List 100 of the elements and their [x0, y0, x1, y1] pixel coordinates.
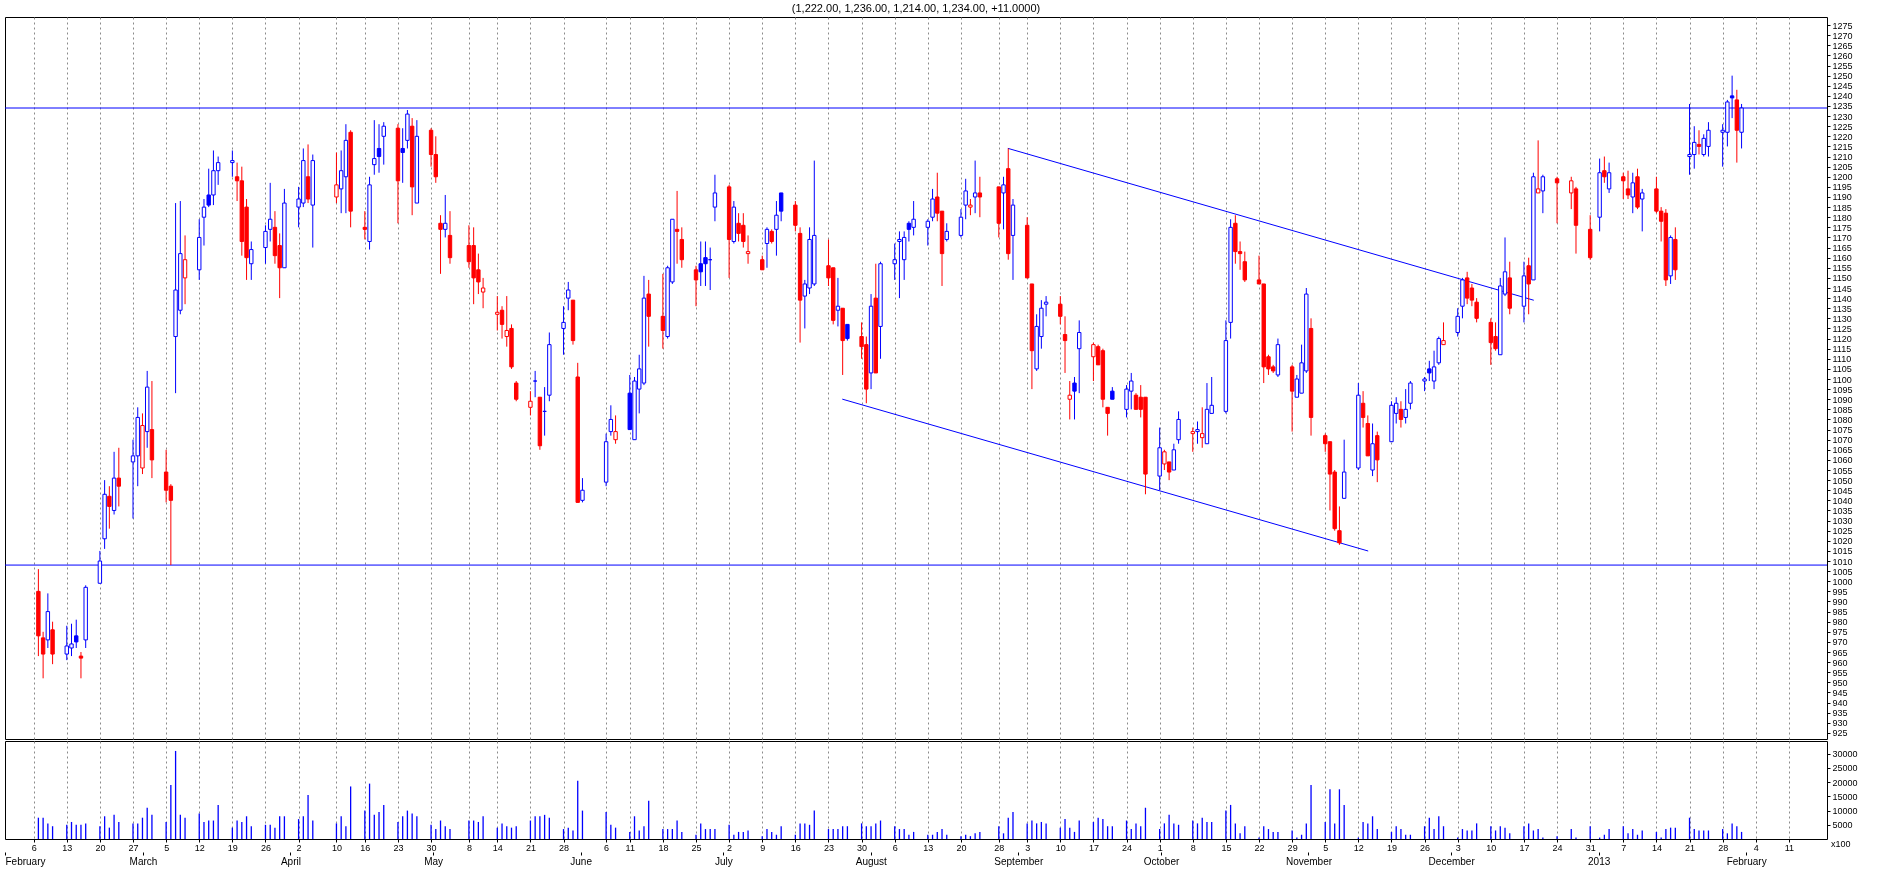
y-tick-label: 1005 [1832, 566, 1853, 577]
candlestick [660, 273, 666, 350]
y-tick-label: 1040 [1832, 495, 1853, 506]
candlestick [74, 619, 79, 649]
candlestick [958, 208, 964, 238]
x-tick-label: 13 [923, 842, 934, 853]
y-tick-label: 965 [1832, 647, 1848, 658]
x-tick-label: 11 [625, 842, 635, 853]
y-tick-label: 1190 [1832, 192, 1852, 203]
candlestick [1488, 317, 1494, 366]
x-tick-label: 12 [1353, 842, 1364, 853]
candlestick [1640, 188, 1645, 232]
candlestick [774, 200, 779, 257]
y-tick-label: 1250 [1832, 71, 1853, 82]
y-tick-label: 935 [1832, 708, 1848, 719]
x-tick-label: 11 [1784, 842, 1795, 853]
x-tick-label: 4 [1753, 842, 1759, 853]
x-tick-label: 23 [393, 842, 404, 853]
x-tick-label: 22 [1254, 842, 1265, 853]
x-tick-label: 5 [164, 842, 170, 853]
candlestick [1067, 380, 1072, 420]
candlestick [566, 281, 571, 311]
x2-tick-label: February [5, 855, 46, 867]
x-tick-label: 18 [658, 842, 669, 853]
x2-tick-label: August [855, 855, 888, 867]
x2-tick-label: 2013 [1588, 855, 1611, 867]
y-tick-label: 1265 [1832, 40, 1853, 51]
x-tick-label: 24 [1122, 842, 1133, 853]
x-tick-label: 10 [331, 842, 342, 853]
candlestick [608, 404, 614, 437]
candlestick [1403, 388, 1408, 424]
y-tick-label: 1225 [1832, 121, 1853, 132]
x-tick-label: 23 [823, 842, 834, 853]
y-tick-label: 1205 [1832, 162, 1853, 173]
candlestick [107, 485, 112, 530]
candlestick [925, 218, 931, 247]
x-tick-label: 5 [1323, 842, 1329, 853]
x-tick-label: 8 [1190, 842, 1196, 853]
x-tick-label: 13 [62, 842, 73, 853]
y-tick-label: 1135 [1832, 303, 1852, 314]
candlestick [163, 449, 169, 503]
candlestick [1176, 410, 1181, 445]
y-tick-label: 1030 [1832, 516, 1853, 527]
x-tick-label: 12 [194, 842, 205, 853]
x-tick-label: 31 [1585, 842, 1596, 853]
y-tick-label: 25000 [1832, 763, 1858, 774]
x-tick-label: 16 [360, 842, 371, 853]
y-tick-label: 1275 [1832, 20, 1853, 31]
candlestick [495, 295, 500, 331]
candlestick [1602, 156, 1607, 184]
y-tick-label: 15000 [1832, 791, 1858, 802]
y-tick-label: 1055 [1832, 465, 1853, 476]
y-tick-label: 1130 [1832, 313, 1852, 324]
x-tick-label: 14 [1651, 842, 1662, 853]
x-tick-label: 30 [426, 842, 437, 853]
y-tick-label: 1215 [1832, 141, 1853, 152]
y-tick-label: 1090 [1832, 394, 1853, 405]
y-tick-label: 985 [1832, 607, 1848, 618]
candlestick [930, 188, 935, 222]
x-tick-label: 25 [691, 842, 702, 853]
y-tick-label: 20000 [1832, 777, 1858, 788]
y-tick-label: 990 [1832, 596, 1848, 607]
x2-tick-label: September [994, 855, 1044, 867]
x-tick-label: 10 [1055, 842, 1066, 853]
candlestick [1077, 319, 1082, 394]
x-tick-label: 28 [994, 842, 1005, 853]
candlestick [1455, 307, 1460, 338]
y-tick-label: 1175 [1832, 222, 1852, 233]
x-tick-label: 3 [1025, 842, 1031, 853]
candlestick [580, 477, 585, 503]
y-tick-label: 1010 [1832, 556, 1853, 567]
y-tick-label: 1195 [1832, 182, 1852, 193]
y-tick-label: 1025 [1832, 526, 1853, 537]
candlestick [1427, 360, 1432, 382]
candlestick [268, 182, 273, 242]
x-tick-label: 30 [857, 842, 868, 853]
candlestick [1105, 406, 1110, 437]
y-tick-label: 1095 [1832, 384, 1853, 395]
x-tick-label: 24 [1552, 842, 1563, 853]
y-tick-label: 1125 [1832, 323, 1852, 334]
candlestick [1398, 400, 1404, 429]
y-tick-label: 10000 [1832, 806, 1858, 817]
candlestick [944, 222, 949, 242]
y-tick-label: 1245 [1832, 81, 1853, 92]
y-tick-label: 5000 [1832, 820, 1853, 831]
x-tick-label: 8 [466, 842, 472, 853]
candlestick [528, 390, 533, 416]
candlestick [499, 305, 505, 340]
candlestick [1554, 176, 1560, 224]
y-tick-label: 1220 [1832, 131, 1853, 142]
x2-tick-label: October [1143, 855, 1180, 867]
x-tick-label: 6 [604, 842, 610, 853]
candlestick [1337, 505, 1342, 546]
candlestick [764, 226, 770, 269]
y-tick-label: 975 [1832, 627, 1848, 638]
candlestick [972, 160, 978, 214]
candlestick [249, 240, 254, 281]
y-tick-label: 1100 [1832, 374, 1852, 385]
x2-tick-label: July [714, 855, 733, 867]
y-tick-label: 980 [1832, 617, 1848, 628]
